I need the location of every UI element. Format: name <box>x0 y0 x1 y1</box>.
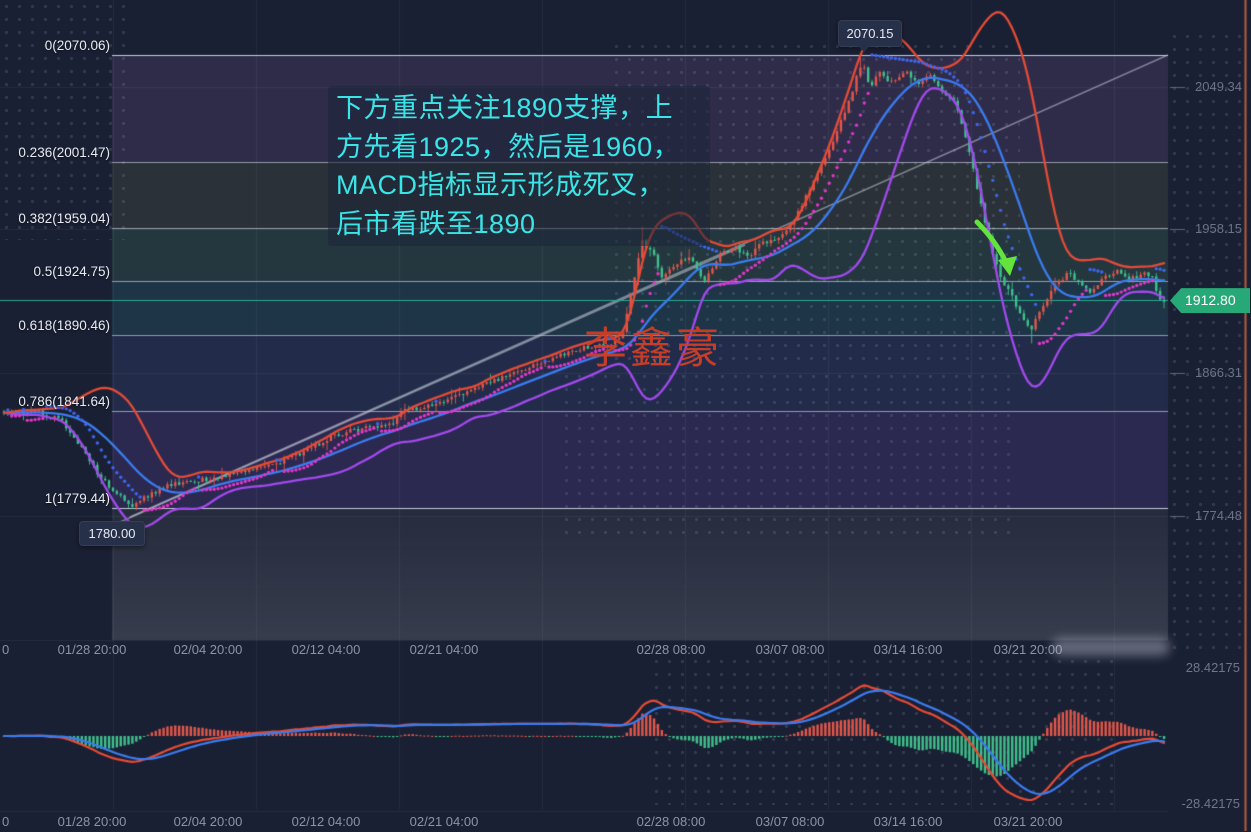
x-axis-tick-label: 0 <box>2 814 10 829</box>
analysis-note: 下方重点关注1890支撑，上 方先看1925，然后是1960， MACD指标显示… <box>328 86 710 246</box>
x-axis-tick-label: 02/28 08:00 <box>636 642 706 657</box>
x-axis-tick-label: 01/28 20:00 <box>57 814 127 829</box>
fib-label: 0(2070.06) <box>44 37 110 53</box>
x-axis-tick-label: 02/21 04:00 <box>409 642 479 657</box>
watermark: 李鑫豪 <box>584 325 722 373</box>
peak-price-label: 2070.15 <box>846 26 894 41</box>
down-arrow-annotation <box>974 219 1017 276</box>
x-axis-tick-label: 01/28 20:00 <box>57 642 127 657</box>
x-axis-tick-label: 02/04 20:00 <box>173 642 243 657</box>
macd-axis-label: 28.42175 <box>1185 660 1240 675</box>
smudge-overlay <box>1052 638 1170 656</box>
fib-label: 1(1779.44) <box>44 491 110 506</box>
fib-label: 0.786(1841.64) <box>18 394 110 410</box>
x-axis-tick-label: 02/12 04:00 <box>291 642 361 657</box>
current-price-tag: 1912.80 <box>1170 288 1250 314</box>
fib-label: 0.5(1924.75) <box>33 264 110 280</box>
low-price-label: 1780.00 <box>88 526 136 541</box>
main-x-axis[interactable]: 0 01/28 20:00 02/04 20:00 02/12 04:00 02/21 … <box>0 640 1251 660</box>
x-axis-tick-label: 03/14 16:00 <box>873 814 943 829</box>
right-axis-label: 1774.48 <box>1195 507 1242 523</box>
fib-label: 0.618(1890.46) <box>18 317 110 333</box>
fib-label: 0.236(2001.47) <box>18 144 110 160</box>
x-axis-tick-label: 03/07 08:00 <box>755 814 825 829</box>
x-axis-tick-label: 02/04 20:00 <box>173 814 243 829</box>
fib-label: 0.382(1959.04) <box>18 211 110 227</box>
macd-axis-label: -28.42175 <box>1181 796 1240 811</box>
macd-x-axis[interactable]: 0 01/28 20:00 02/04 20:00 02/12 04:00 02/21 … <box>0 812 1251 832</box>
right-axis-label: 1866.31 <box>1195 364 1242 380</box>
x-axis-tick-label: 03/07 08:00 <box>755 642 825 657</box>
x-axis-tick-label: 03/21 20:00 <box>993 642 1063 657</box>
x-axis-tick-label: 03/21 20:00 <box>993 814 1063 829</box>
x-axis-tick-label: 02/28 08:00 <box>636 814 706 829</box>
x-axis-tick-label: 0 <box>2 642 10 657</box>
right-axis-label: 2049.34 <box>1195 79 1242 95</box>
flag-pointer-icon <box>858 46 870 52</box>
peak-price-flag: 2070.15 <box>838 20 902 52</box>
low-price-flag: 1780.00 <box>79 521 145 546</box>
x-axis-tick-label: 02/12 04:00 <box>291 814 361 829</box>
x-axis-tick-label: 02/21 04:00 <box>409 814 479 829</box>
x-axis-tick-label: 03/14 16:00 <box>873 642 943 657</box>
right-axis-label: 1958.15 <box>1195 221 1242 237</box>
